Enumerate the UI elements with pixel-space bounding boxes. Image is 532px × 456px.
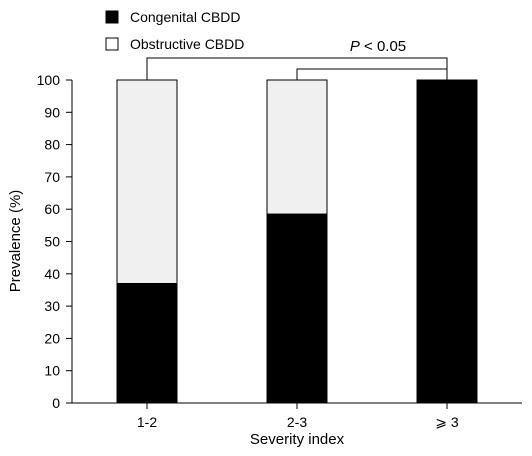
legend-swatch-congenital [105, 10, 119, 24]
axes-layer: 0 10 20 30 40 50 60 70 80 90 100 1-2 2-3 ⩾ 3 [37, 72, 522, 430]
y-tick-label: 90 [44, 104, 60, 120]
y-tick-label: 0 [52, 395, 60, 411]
bar-segment-obstructive [266, 79, 328, 215]
bar-segment-congenital [416, 79, 478, 404]
bars-layer [116, 79, 478, 404]
bar-segment-obstructive [116, 79, 178, 284]
y-tick-label: 40 [44, 266, 60, 282]
bar-segment-congenital [116, 282, 178, 404]
legend-label-obstructive: Obstructive CBDD [130, 36, 244, 52]
y-tick-label: 70 [44, 169, 60, 185]
y-tick-label: 80 [44, 137, 60, 153]
y-tick-label: 10 [44, 363, 60, 379]
legend-label-congenital: Congenital CBDD [130, 9, 241, 25]
x-axis-title: Severity index [250, 431, 345, 448]
significance-p: P [350, 38, 360, 55]
y-tick-label: 30 [44, 298, 60, 314]
significance-bracket-outer [146, 57, 448, 80]
y-tick-label: 100 [37, 72, 61, 88]
significance-label: P < 0.05 [350, 38, 406, 55]
significance-bracket-inner [296, 68, 448, 80]
significance-annotation: P < 0.05 [146, 38, 448, 80]
y-tick-label: 50 [44, 234, 60, 250]
y-tick-label: 20 [44, 330, 60, 346]
legend-swatch-obstructive [105, 37, 119, 51]
x-tick-label: ⩾ 3 [435, 414, 459, 430]
y-tick-label: 60 [44, 201, 60, 217]
y-axis-title: Prevalence (%) [7, 190, 24, 293]
significance-threshold: < 0.05 [360, 38, 406, 55]
x-tick-label: 2-3 [287, 414, 307, 430]
legend: Congenital CBDD Obstructive CBDD [105, 9, 244, 52]
bar-segment-congenital [266, 213, 328, 404]
x-tick-label: 1-2 [137, 414, 157, 430]
